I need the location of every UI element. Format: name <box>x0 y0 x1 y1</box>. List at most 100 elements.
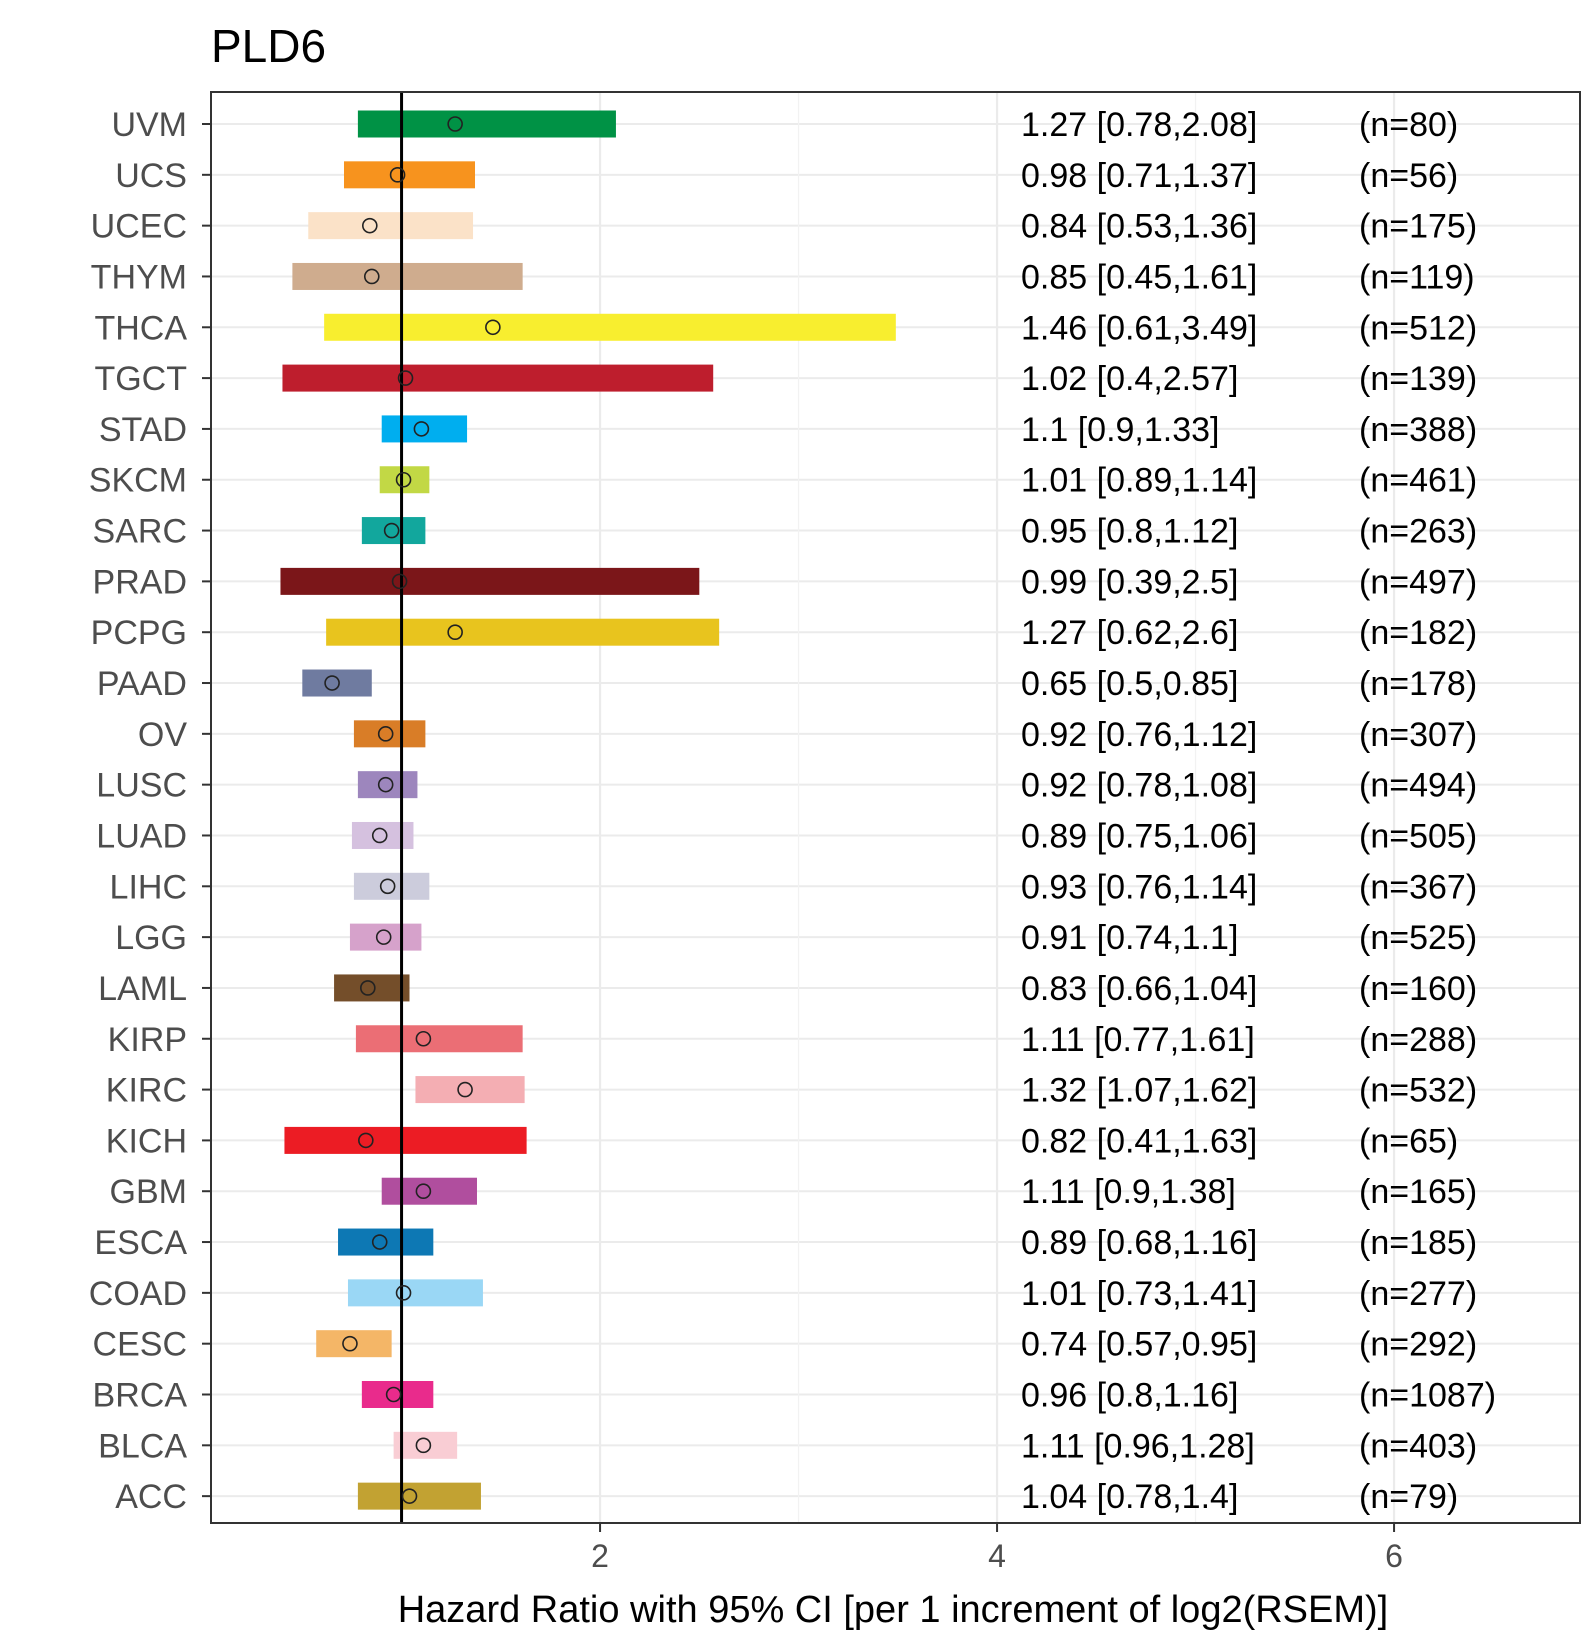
y-tick-label: KICH <box>106 1122 187 1160</box>
ci-label: 1.27 [0.78,2.08] <box>1021 106 1257 144</box>
ci-label: 1.11 [0.96,1.28] <box>1021 1427 1255 1465</box>
hr-point-luad <box>371 827 388 844</box>
n-label: (n=182) <box>1359 614 1477 652</box>
ci-bar-paad <box>302 669 372 697</box>
ci-bar-ucs <box>343 161 476 189</box>
ci-bar-acc <box>357 1482 481 1510</box>
hr-point-tgct <box>397 370 414 386</box>
ci-label: 0.99 [0.39,2.5] <box>1021 563 1238 601</box>
n-label: (n=277) <box>1359 1275 1477 1313</box>
hr-point-gbm <box>415 1183 432 1200</box>
y-tick-label: ACC <box>115 1478 187 1516</box>
y-tick-label: TGCT <box>94 360 187 398</box>
hr-point-lusc <box>377 776 394 793</box>
ci-label: 0.92 [0.76,1.12] <box>1021 716 1257 754</box>
hr-point-acc <box>401 1488 418 1504</box>
ci-label: 0.85 [0.45,1.61] <box>1021 258 1257 296</box>
n-label: (n=139) <box>1359 360 1477 398</box>
y-tick-label: LUAD <box>96 817 187 855</box>
n-label: (n=1087) <box>1359 1377 1496 1415</box>
n-label: (n=80) <box>1359 106 1458 144</box>
hr-point-prad <box>391 573 408 590</box>
ci-label: 0.91 [0.74,1.1] <box>1021 919 1238 957</box>
n-label: (n=497) <box>1359 563 1477 601</box>
ci-label: 0.82 [0.41,1.63] <box>1021 1122 1257 1160</box>
ci-bar-esca <box>338 1228 434 1256</box>
y-tick-label: PRAD <box>93 563 187 601</box>
ci-bar-blca <box>393 1431 458 1459</box>
y-axis-labels: UVM UCS UCEC THYM THCA TGCT STAD SKCM SARC PRAD PC… <box>89 106 211 1516</box>
ci-bar-coad <box>347 1279 483 1307</box>
ci-bars <box>280 110 896 1510</box>
hr-point-pcpg <box>447 624 463 641</box>
ci-bar-lihc <box>353 872 430 900</box>
ci-bar-brca <box>361 1381 434 1408</box>
y-tick-label: THCA <box>94 309 187 347</box>
n-label: (n=263) <box>1359 513 1477 551</box>
ci-label: 1.32 [1.07,1.62] <box>1021 1072 1257 1110</box>
ci-bar-cesc <box>316 1330 392 1358</box>
y-tick-label: THYM <box>91 258 187 296</box>
n-label: (n=461) <box>1359 462 1477 500</box>
hr-point-thca <box>485 319 501 336</box>
ci-label: 0.83 [0.66,1.04] <box>1021 970 1257 1008</box>
ci-label: 0.89 [0.68,1.16] <box>1021 1224 1257 1262</box>
y-tick-label: KIRC <box>106 1072 187 1110</box>
x-tick-label: 2 <box>591 1538 609 1574</box>
x-tick-label: 4 <box>988 1538 1006 1574</box>
y-tick-label: LIHC <box>110 868 187 906</box>
y-tick-label: ESCA <box>94 1224 187 1262</box>
n-label: (n=532) <box>1359 1072 1477 1110</box>
hr-point-brca <box>385 1386 402 1403</box>
y-tick-label: UCS <box>115 157 187 195</box>
n-label: (n=505) <box>1359 817 1477 855</box>
hr-point-sarc <box>383 522 400 539</box>
hr-point-kirc <box>457 1081 473 1098</box>
hr-point-ucec <box>361 217 378 234</box>
ci-bar-uvm <box>357 110 616 138</box>
ci-bar-thym <box>292 262 523 290</box>
ci-bar-lgg <box>349 923 422 951</box>
ci-bar-kich <box>284 1126 527 1154</box>
y-tick-label: SARC <box>93 513 187 551</box>
ci-label: 1.01 [0.89,1.14] <box>1021 462 1257 500</box>
ci-label: 0.95 [0.8,1.12] <box>1021 513 1238 551</box>
hr-point-lgg <box>375 929 392 945</box>
n-label: (n=367) <box>1359 868 1477 906</box>
n-label: (n=292) <box>1359 1326 1477 1364</box>
ci-bar-laml <box>334 974 410 1002</box>
n-label: (n=65) <box>1359 1122 1458 1160</box>
y-tick-label: COAD <box>89 1275 187 1313</box>
n-label: (n=165) <box>1359 1173 1477 1211</box>
hr-point-uvm <box>447 116 463 132</box>
hr-point-stad <box>413 421 430 437</box>
y-tick-label: UVM <box>111 106 187 144</box>
ci-bar-kirc <box>415 1076 525 1104</box>
y-tick-label: CESC <box>93 1326 187 1364</box>
n-label: (n=178) <box>1359 665 1477 703</box>
y-tick-label: STAD <box>99 411 187 449</box>
ci-bar-skcm <box>379 466 430 494</box>
y-tick-label: PCPG <box>91 614 187 652</box>
annotations: 1.27 [0.78,2.08] (n=80) 0.98 [0.71,1.37] (n… <box>1021 106 1496 1516</box>
hr-point-ov <box>377 726 394 742</box>
ci-label: 0.74 [0.57,0.95] <box>1021 1326 1257 1364</box>
ci-bar-tgct <box>282 364 714 392</box>
n-label: (n=494) <box>1359 767 1477 805</box>
hr-points <box>324 116 501 1504</box>
ci-bar-ov <box>353 720 426 748</box>
y-tick-label: BRCA <box>93 1377 188 1415</box>
y-tick-label: LAML <box>98 970 187 1008</box>
ci-bar-luad <box>351 821 414 849</box>
y-tick-label: LUSC <box>96 767 187 805</box>
ci-label: 1.04 [0.78,1.4] <box>1021 1478 1238 1516</box>
n-label: (n=307) <box>1359 716 1477 754</box>
y-tick-label: LGG <box>115 919 187 957</box>
y-tick-label: PAAD <box>97 665 187 703</box>
ci-label: 0.93 [0.76,1.14] <box>1021 868 1257 906</box>
hr-point-kirp <box>415 1030 432 1047</box>
ci-bar-gbm <box>381 1177 477 1205</box>
ci-bar-stad <box>381 415 468 443</box>
ci-bar-thca <box>324 313 896 341</box>
